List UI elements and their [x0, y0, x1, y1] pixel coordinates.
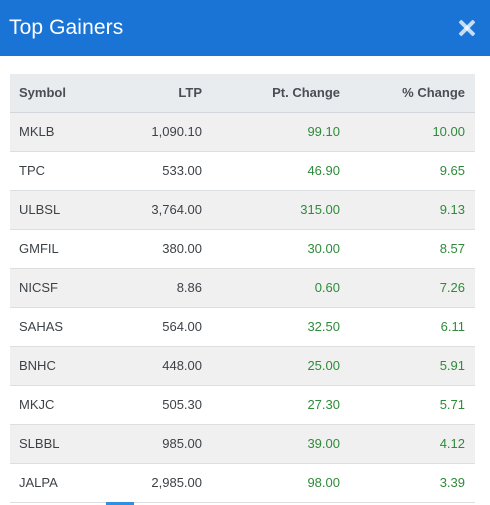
- table-header-row: Symbol LTP Pt. Change % Change: [10, 74, 475, 113]
- cell-pct-change: 5.91: [343, 346, 475, 386]
- cell-symbol: JALPA: [10, 463, 105, 503]
- table-row[interactable]: JALPA 2,985.00 98.00 3.39: [10, 463, 475, 503]
- cell-pt-change: 32.50: [208, 307, 343, 347]
- cell-ltp: 505.30: [105, 385, 208, 425]
- modal-header: Top Gainers: [0, 0, 490, 56]
- scroll-indicator[interactable]: [106, 502, 134, 505]
- cell-pct-change: 6.11: [343, 307, 475, 347]
- table-row[interactable]: GMFIL 380.00 30.00 8.57: [10, 229, 475, 269]
- column-header-pct-change[interactable]: % Change: [343, 74, 475, 113]
- cell-pct-change: 9.65: [343, 151, 475, 191]
- table-row[interactable]: ULBSL 3,764.00 315.00 9.13: [10, 190, 475, 230]
- cell-ltp: 985.00: [105, 424, 208, 464]
- cell-pt-change: 315.00: [208, 190, 343, 230]
- table-body: MKLB 1,090.10 99.10 10.00 TPC 533.00 46.90 9.65…: [10, 112, 475, 503]
- column-header-symbol[interactable]: Symbol: [10, 74, 105, 113]
- column-header-ltp[interactable]: LTP: [105, 74, 208, 113]
- cell-pt-change: 25.00: [208, 346, 343, 386]
- table-row[interactable]: SLBBL 985.00 39.00 4.12: [10, 424, 475, 464]
- cell-pt-change: 46.90: [208, 151, 343, 191]
- cell-symbol: TPC: [10, 151, 105, 191]
- cell-pt-change: 39.00: [208, 424, 343, 464]
- cell-ltp: 8.86: [105, 268, 208, 308]
- column-header-pt-change[interactable]: Pt. Change: [208, 74, 343, 113]
- cell-ltp: 2,985.00: [105, 463, 208, 503]
- cell-symbol: ULBSL: [10, 190, 105, 230]
- cell-pt-change: 0.60: [208, 268, 343, 308]
- cell-symbol: NICSF: [10, 268, 105, 308]
- modal-title: Top Gainers: [9, 16, 124, 39]
- cell-ltp: 380.00: [105, 229, 208, 269]
- cell-symbol: SAHAS: [10, 307, 105, 347]
- cell-pt-change: 98.00: [208, 463, 343, 503]
- gainers-table-container: Symbol LTP Pt. Change % Change MKLB 1,090…: [10, 74, 475, 503]
- table-row[interactable]: SAHAS 564.00 32.50 6.11: [10, 307, 475, 347]
- cell-pt-change: 99.10: [208, 112, 343, 152]
- cell-pct-change: 9.13: [343, 190, 475, 230]
- table-row[interactable]: TPC 533.00 46.90 9.65: [10, 151, 475, 191]
- cell-symbol: SLBBL: [10, 424, 105, 464]
- cell-pct-change: 5.71: [343, 385, 475, 425]
- close-icon[interactable]: [458, 19, 476, 37]
- cell-pt-change: 27.30: [208, 385, 343, 425]
- table-row[interactable]: MKLB 1,090.10 99.10 10.00: [10, 112, 475, 152]
- cell-pct-change: 7.26: [343, 268, 475, 308]
- cell-symbol: GMFIL: [10, 229, 105, 269]
- table-row[interactable]: BNHC 448.00 25.00 5.91: [10, 346, 475, 386]
- cell-ltp: 564.00: [105, 307, 208, 347]
- cell-ltp: 533.00: [105, 151, 208, 191]
- gainers-table: Symbol LTP Pt. Change % Change MKLB 1,090…: [10, 74, 475, 503]
- cell-pct-change: 4.12: [343, 424, 475, 464]
- cell-symbol: MKLB: [10, 112, 105, 152]
- table-row[interactable]: NICSF 8.86 0.60 7.26: [10, 268, 475, 308]
- cell-pct-change: 10.00: [343, 112, 475, 152]
- cell-symbol: MKJC: [10, 385, 105, 425]
- cell-pt-change: 30.00: [208, 229, 343, 269]
- cell-ltp: 3,764.00: [105, 190, 208, 230]
- cell-pct-change: 3.39: [343, 463, 475, 503]
- cell-pct-change: 8.57: [343, 229, 475, 269]
- cell-symbol: BNHC: [10, 346, 105, 386]
- table-row[interactable]: MKJC 505.30 27.30 5.71: [10, 385, 475, 425]
- cell-ltp: 448.00: [105, 346, 208, 386]
- cell-ltp: 1,090.10: [105, 112, 208, 152]
